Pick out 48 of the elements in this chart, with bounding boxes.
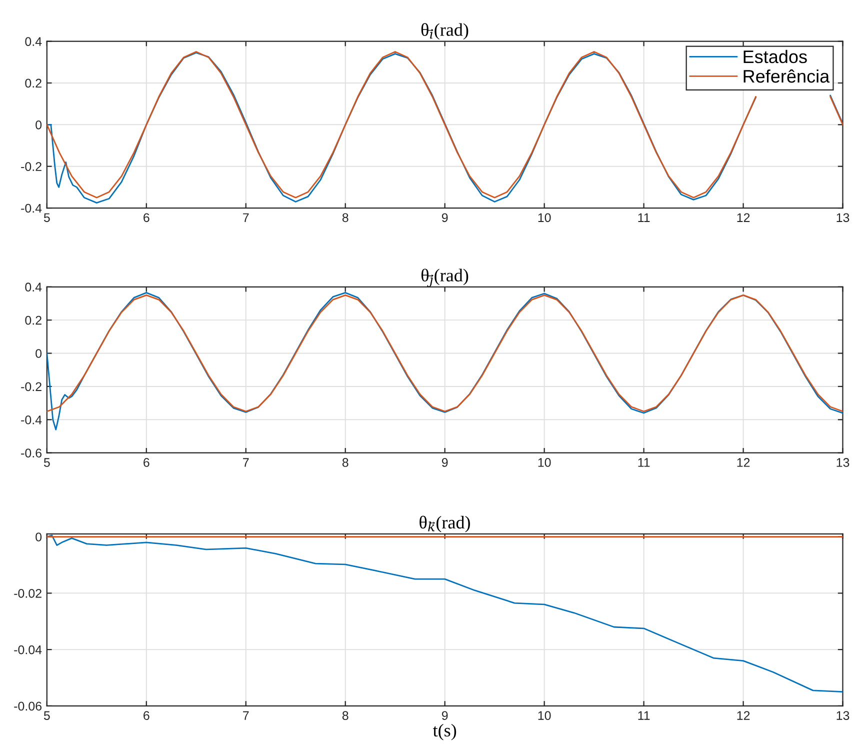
x-tick-label: 8 xyxy=(342,458,348,467)
x-tick-label: 10 xyxy=(538,711,551,720)
y-tick-label: -0.4 xyxy=(21,415,42,424)
y-tick-label: 0 xyxy=(36,120,42,130)
x-tick-label: 12 xyxy=(737,458,750,467)
x-tick-label: 13 xyxy=(836,458,850,467)
x-tick-label: 13 xyxy=(836,213,850,222)
x-tick-label: 7 xyxy=(243,458,249,467)
y-tick-label: -0.04 xyxy=(14,645,42,654)
y-tick-label: -0.6 xyxy=(21,448,42,458)
x-tick-label: 12 xyxy=(737,711,750,720)
x-tick-label: 9 xyxy=(442,213,448,222)
x-tick-label: 9 xyxy=(442,458,448,467)
x-tick-label: 12 xyxy=(737,213,750,222)
x-axis-title: t(s) xyxy=(432,724,456,740)
y-tick-label: 0.2 xyxy=(25,78,42,88)
x-tick-label: 7 xyxy=(243,213,249,222)
x-tick-label: 11 xyxy=(638,458,650,467)
x-tick-label: 9 xyxy=(442,711,448,720)
x-tick-label: 13 xyxy=(836,711,850,720)
x-tick-label: 5 xyxy=(44,213,50,222)
y-tick-label: 0.4 xyxy=(25,282,42,292)
chart-title: θ$_{k⃗}$(rad) xyxy=(420,516,470,532)
y-tick-label: 0.4 xyxy=(25,37,42,46)
y-tick-label: 0 xyxy=(36,532,42,542)
x-tick-label: 8 xyxy=(342,711,348,720)
y-tick-label: -0.4 xyxy=(21,204,42,213)
chart-title: θ$_{i⃗}$(rad) xyxy=(421,23,468,40)
x-tick-label: 6 xyxy=(144,213,150,222)
x-tick-label: 5 xyxy=(44,711,50,720)
y-tick-label: -0.02 xyxy=(14,588,42,598)
x-tick-label: 7 xyxy=(243,711,249,720)
y-tick-label: 0 xyxy=(36,349,42,358)
y-tick-label: -0.2 xyxy=(21,382,42,392)
x-tick-label: 11 xyxy=(638,213,650,222)
x-tick-label: 10 xyxy=(538,458,551,467)
y-tick-label: 0.2 xyxy=(25,316,42,325)
x-tick-label: 6 xyxy=(144,711,150,720)
legend-label: Referência xyxy=(744,69,830,83)
x-tick-label: 8 xyxy=(342,213,348,222)
legend-label: Estados xyxy=(744,50,807,64)
x-tick-label: 6 xyxy=(144,458,150,467)
chart-title: θ$_{j⃗}$(rad) xyxy=(421,268,468,287)
y-tick-label: -0.2 xyxy=(21,162,42,171)
y-tick-label: -0.06 xyxy=(14,702,42,711)
x-tick-label: 10 xyxy=(538,213,551,222)
x-tick-label: 11 xyxy=(638,711,650,720)
x-tick-label: 5 xyxy=(44,458,50,467)
